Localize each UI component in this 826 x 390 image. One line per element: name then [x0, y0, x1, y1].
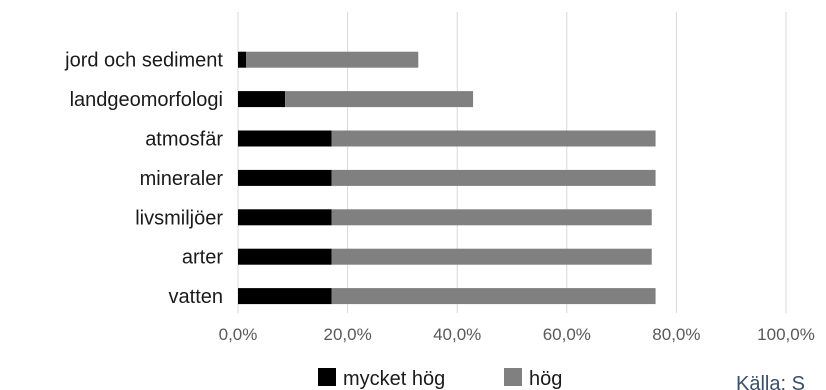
- bar-mycket-hög-vatten: [238, 288, 332, 305]
- category-label: atmosfär: [145, 129, 223, 151]
- bar-mycket-hög-livsmiljöer: [238, 209, 332, 226]
- bar-hög-atmosfär: [331, 130, 656, 147]
- bar-hög-livsmiljöer: [331, 209, 652, 226]
- legend-label-mycket-hög: mycket hög: [343, 368, 445, 390]
- category-label: landgeomorfologi: [70, 89, 223, 111]
- source-label: Källa: S: [736, 373, 805, 390]
- category-labels: jord och sediment landgeomorfologi atmosfä…: [64, 50, 223, 308]
- bar-hög-jord-och-sediment: [246, 51, 419, 68]
- legend: mycket hög hög: [318, 368, 562, 390]
- bar-hög-vatten: [331, 288, 656, 305]
- x-tick-labels: 0,0% 20,0% 40,0% 60,0% 80,0% 100,0%: [219, 325, 815, 344]
- x-tick-label: 0,0%: [219, 325, 258, 344]
- bar-mycket-hög-arter: [238, 248, 332, 265]
- bar-mycket-hög-atmosfär: [238, 130, 332, 147]
- category-label: arter: [182, 247, 223, 269]
- category-label: vatten: [169, 286, 223, 308]
- x-tick-label: 100,0%: [757, 325, 815, 344]
- legend-swatch-mycket-hög: [318, 368, 336, 386]
- bar-hög-landgeomorfologi: [285, 91, 474, 108]
- legend-swatch-hög: [504, 368, 522, 386]
- legend-label-hög: hög: [529, 368, 562, 390]
- x-tick-label: 40,0%: [433, 325, 481, 344]
- bar-hög-arter: [331, 248, 652, 265]
- bar-mycket-hög-jord-och-sediment: [238, 51, 247, 68]
- bar-mycket-hög-mineraler: [238, 169, 332, 186]
- category-label: mineraler: [140, 168, 224, 190]
- bar-mycket-hög-landgeomorfologi: [238, 91, 286, 108]
- x-tick-label: 80,0%: [652, 325, 700, 344]
- x-tick-label: 60,0%: [543, 325, 591, 344]
- x-tick-label: 20,0%: [323, 325, 371, 344]
- bar-hög-mineraler: [331, 169, 656, 186]
- category-label: jord och sediment: [64, 50, 223, 72]
- bars: [238, 51, 656, 305]
- category-label: livsmiljöer: [135, 207, 223, 229]
